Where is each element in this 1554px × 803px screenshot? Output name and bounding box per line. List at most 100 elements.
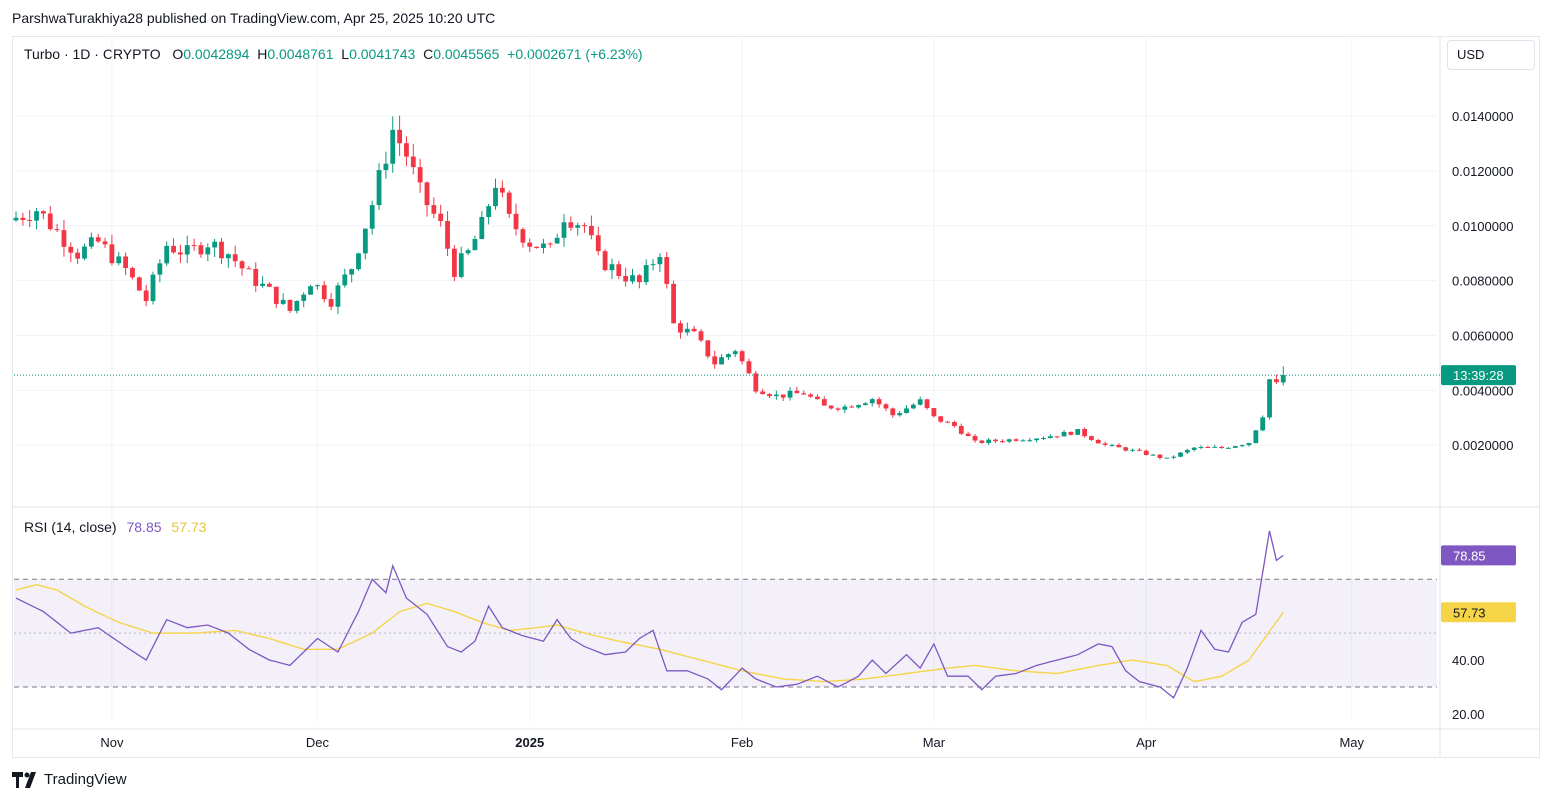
candle-body	[698, 331, 704, 341]
candle-body	[1130, 449, 1135, 451]
tradingview-logo[interactable]: TradingView	[12, 771, 127, 788]
candle-body	[424, 182, 430, 206]
currency-button[interactable]: USD	[1447, 40, 1535, 70]
high-label: H	[257, 46, 268, 62]
candle-body	[767, 394, 772, 397]
candle-body	[815, 396, 820, 400]
rsi-value-badge-text: 78.85	[1453, 548, 1486, 563]
candle-body	[650, 264, 656, 266]
candle-body	[1246, 443, 1252, 446]
candle-body	[452, 248, 457, 277]
candle-body	[212, 241, 218, 248]
rsi-ma-value-badge-text: 57.73	[1453, 605, 1486, 620]
candle-body	[1020, 440, 1026, 442]
candle-body	[643, 265, 649, 283]
candle-body	[164, 245, 170, 264]
price-grid	[12, 36, 1540, 758]
candle-body	[821, 399, 827, 406]
candle-body	[287, 299, 293, 311]
price-tick-label: 0.0080000	[1452, 274, 1513, 289]
candle-body	[1280, 375, 1286, 383]
candle-body	[458, 253, 464, 277]
symbol-title[interactable]: Turbo · 1D · CRYPTO	[24, 46, 161, 62]
candle-body	[184, 245, 190, 255]
rsi-ma-legend-value: 57.73	[171, 519, 207, 535]
candle-body	[356, 253, 361, 270]
candle-body	[390, 129, 396, 164]
close-label: C	[423, 46, 434, 62]
candle-body	[849, 406, 855, 408]
candle-body	[753, 373, 759, 392]
candle-body	[609, 264, 615, 271]
rsi-value-badge: 78.85	[1441, 545, 1516, 566]
countdown-badge-bg	[1441, 365, 1516, 386]
rsi-tick-label: 40.00	[1452, 653, 1485, 668]
candle-body	[253, 268, 259, 286]
publish-info: ParshwaTurakhiya28 published on TradingV…	[12, 10, 496, 26]
candle-body	[171, 245, 176, 253]
chart-frame	[12, 36, 1540, 758]
candle-body	[410, 156, 416, 168]
candle-body	[993, 439, 998, 442]
candle-body	[547, 243, 553, 245]
candle-body	[376, 170, 382, 206]
candle-body	[335, 285, 341, 307]
candle-body	[513, 213, 519, 230]
candle-body	[657, 257, 663, 265]
candle-body	[479, 216, 485, 240]
candle-body	[534, 246, 539, 249]
candle-body	[705, 340, 711, 357]
tradingview-brand: TradingView	[44, 771, 127, 788]
rsi-ma-value-badge: 57.73	[1441, 602, 1516, 623]
candle-body	[1157, 454, 1163, 458]
candle-body	[342, 274, 348, 286]
candle-body	[561, 222, 567, 238]
candle-body	[1116, 444, 1122, 448]
candle-body	[554, 237, 560, 244]
candle-body	[404, 143, 409, 157]
candle-body	[780, 394, 786, 398]
time-tick-label: Apr	[1136, 735, 1157, 750]
candle-body	[965, 433, 971, 437]
candle-body	[910, 404, 916, 409]
candle-body	[1212, 446, 1218, 448]
candle-body	[671, 283, 676, 324]
candle-body	[1006, 439, 1012, 442]
open-label: O	[172, 46, 184, 62]
candle-body	[1082, 429, 1087, 437]
candle-body	[472, 239, 478, 251]
price-tick-label: 0.0040000	[1452, 383, 1513, 398]
candle-body	[445, 220, 450, 249]
candle-body	[1109, 444, 1115, 446]
rsi-layer	[15, 530, 1284, 699]
candle-body	[602, 251, 608, 271]
price-tick-label: 0.0020000	[1452, 438, 1513, 453]
candle-body	[315, 285, 320, 287]
candle-body	[362, 228, 368, 254]
candle-body	[219, 241, 224, 259]
candle-body	[273, 286, 279, 304]
candle-body	[787, 390, 793, 398]
candle-body	[1137, 449, 1142, 451]
candle-body	[1198, 446, 1204, 448]
candle-body	[986, 439, 992, 443]
candle-body	[191, 245, 197, 247]
candle-body	[417, 167, 423, 183]
candle-body	[1027, 440, 1033, 442]
candle-body	[863, 403, 868, 406]
candle-body	[47, 213, 53, 230]
candle-body	[1171, 456, 1177, 458]
candle-body	[260, 283, 265, 286]
candle-body	[1178, 452, 1183, 457]
rsi-legend-label[interactable]: RSI (14, close)	[24, 519, 117, 535]
candle-body	[267, 283, 272, 287]
candle-body	[1267, 379, 1272, 418]
rsi-ma-line	[15, 583, 1284, 683]
candle-body	[493, 187, 498, 207]
candle-body	[1226, 447, 1231, 449]
candle-body	[397, 129, 402, 144]
candle-body	[938, 416, 944, 422]
time-tick-label: May	[1339, 735, 1364, 750]
candle-body	[760, 391, 766, 395]
